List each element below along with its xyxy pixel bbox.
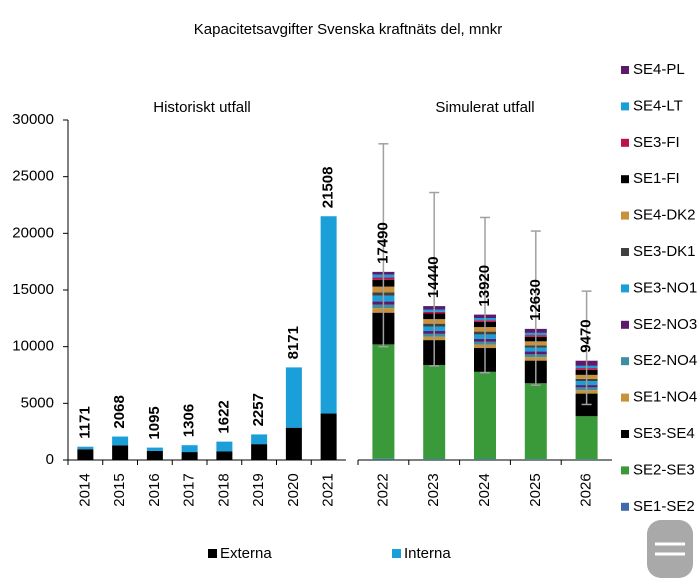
bar-segment [423, 365, 446, 460]
total-label: 12630 [527, 279, 544, 321]
bar-segment [112, 436, 129, 446]
legend-swatch [621, 248, 629, 256]
bar-segment [320, 216, 337, 414]
legend-label: SE1-FI [633, 170, 680, 187]
legend-label: SE3-DK1 [633, 243, 696, 260]
scroll-button[interactable] [647, 520, 693, 578]
legend-swatch [621, 502, 629, 511]
x-tick-label: 2014 [76, 473, 93, 506]
bar-segment [216, 451, 233, 460]
legend-label: SE4-PL [633, 61, 685, 78]
x-tick-label: 2018 [215, 473, 232, 506]
bar-segment [251, 444, 268, 460]
bar-segment [77, 449, 94, 460]
legend-label: SE2-NO3 [633, 316, 697, 333]
legend-swatch [392, 549, 401, 558]
legend-label: SE1-NO4 [633, 389, 697, 406]
bar-segment [524, 459, 547, 460]
legend-swatch [621, 357, 629, 366]
legend-swatch [621, 66, 629, 74]
total-label: 1306 [181, 404, 198, 437]
legend-swatch [621, 393, 629, 402]
bar-segment [112, 445, 129, 460]
bar-segment [524, 383, 547, 460]
x-tick-label: 2019 [250, 473, 267, 506]
bar-segment [285, 427, 302, 460]
legend-label: SE4-DK2 [633, 207, 696, 224]
y-tick-label: 25000 [12, 168, 54, 185]
bar-segment [181, 452, 198, 460]
chart-title: Kapacitetsavgifter Svenska kraftnäts del… [194, 21, 502, 38]
x-tick-label: 2015 [111, 473, 128, 506]
bar-segment [146, 450, 163, 460]
total-label: 8171 [285, 326, 302, 359]
total-label: 21508 [320, 167, 337, 209]
bar-segment [216, 441, 233, 452]
y-tick-label: 0 [46, 451, 54, 468]
x-tick-label: 2026 [578, 473, 595, 506]
y-tick-label: 5000 [21, 394, 54, 411]
legend-label: SE4-LT [633, 97, 683, 114]
legend-label: Interna [404, 545, 451, 562]
total-label: 14440 [425, 256, 442, 298]
legend-swatch [621, 466, 629, 475]
legend-swatch [621, 102, 629, 111]
bar-segment [181, 445, 198, 453]
y-tick-label: 15000 [12, 281, 54, 298]
bar-segment [320, 413, 337, 460]
panel-subtitle: Simulerat utfall [435, 99, 534, 116]
bar-segment [474, 371, 496, 460]
x-tick-label: 2021 [320, 473, 337, 506]
legend-swatch [621, 320, 629, 329]
legend-swatch [621, 284, 629, 293]
total-label: 13920 [476, 265, 493, 307]
x-tick-label: 2022 [374, 473, 391, 506]
total-label: 2068 [111, 395, 128, 428]
legend-swatch [621, 138, 629, 147]
bar-segment [372, 344, 395, 459]
legend-label: SE3-SE4 [633, 425, 695, 442]
bar-segment [423, 459, 446, 460]
legend-swatch [621, 430, 629, 438]
total-label: 9470 [578, 319, 595, 352]
total-label: 2257 [250, 393, 267, 426]
x-tick-label: 2024 [476, 473, 493, 506]
total-label: 1095 [146, 406, 163, 439]
x-tick-label: 2020 [285, 473, 302, 506]
bar-segment [77, 446, 94, 450]
bar-segment [251, 434, 268, 445]
bar-segment [575, 459, 598, 460]
legend-label: SE1-SE2 [633, 498, 695, 515]
y-tick-label: 10000 [12, 338, 54, 355]
panel-subtitle: Historiskt utfall [153, 99, 251, 116]
bar-segment [575, 416, 598, 460]
x-tick-label: 2023 [425, 473, 442, 506]
legend-label: SE3-NO1 [633, 279, 697, 296]
bar-segment [474, 459, 496, 460]
bar-segment [285, 367, 302, 428]
x-tick-label: 2025 [527, 473, 544, 506]
y-tick-label: 20000 [12, 224, 54, 241]
legend-label: Externa [220, 545, 272, 562]
x-tick-label: 2017 [181, 473, 198, 506]
total-label: 1622 [215, 400, 232, 433]
legend-swatch [621, 175, 629, 184]
x-tick-label: 2016 [146, 473, 163, 506]
bar-segment [372, 458, 395, 460]
legend-label: SE2-SE3 [633, 461, 695, 478]
bar-segment [146, 447, 163, 451]
total-label: 17490 [374, 222, 391, 264]
legend-label: SE3-FI [633, 134, 680, 151]
legend-swatch [621, 211, 629, 220]
legend-label: SE2-NO4 [633, 352, 697, 369]
total-label: 1171 [76, 406, 93, 439]
legend-swatch [208, 549, 217, 558]
y-tick-label: 30000 [12, 111, 54, 128]
